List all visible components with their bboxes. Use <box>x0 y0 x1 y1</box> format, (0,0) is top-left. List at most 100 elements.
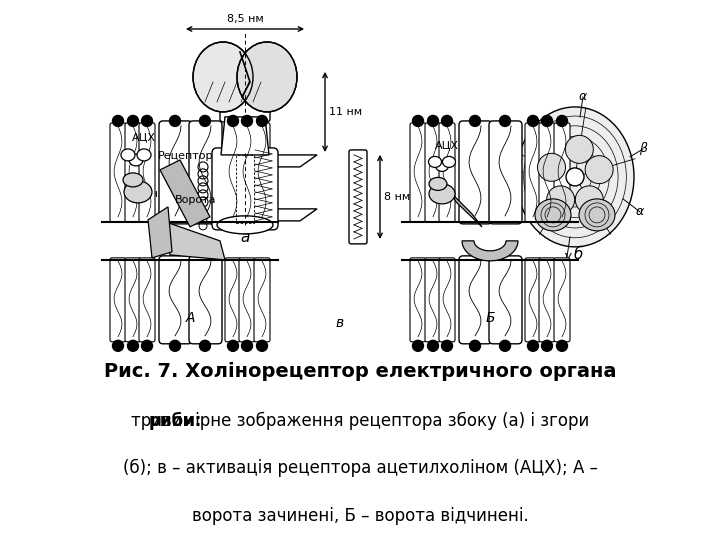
Ellipse shape <box>123 173 143 187</box>
Ellipse shape <box>538 153 565 181</box>
FancyBboxPatch shape <box>554 123 570 222</box>
Ellipse shape <box>217 216 273 234</box>
Ellipse shape <box>579 199 615 231</box>
Circle shape <box>428 340 438 352</box>
Circle shape <box>169 116 181 126</box>
FancyBboxPatch shape <box>139 258 155 342</box>
FancyBboxPatch shape <box>139 123 155 222</box>
Text: α: α <box>579 90 587 104</box>
Ellipse shape <box>121 149 135 161</box>
Ellipse shape <box>237 42 297 112</box>
Text: 8,5 нм: 8,5 нм <box>227 14 264 24</box>
Text: γ: γ <box>563 251 571 264</box>
Ellipse shape <box>193 42 253 112</box>
Ellipse shape <box>428 157 441 167</box>
Circle shape <box>127 340 138 352</box>
Circle shape <box>127 116 138 126</box>
Circle shape <box>469 116 480 126</box>
Text: δ: δ <box>503 163 510 176</box>
Text: б: б <box>573 247 582 262</box>
Polygon shape <box>173 155 317 167</box>
Circle shape <box>557 116 567 126</box>
FancyBboxPatch shape <box>254 258 270 342</box>
Circle shape <box>500 116 510 126</box>
FancyBboxPatch shape <box>349 150 367 244</box>
FancyBboxPatch shape <box>125 123 141 222</box>
Polygon shape <box>452 194 482 227</box>
Ellipse shape <box>129 154 143 166</box>
FancyBboxPatch shape <box>212 148 278 230</box>
Text: β: β <box>639 143 647 156</box>
FancyBboxPatch shape <box>439 123 455 222</box>
Circle shape <box>112 116 124 126</box>
Circle shape <box>142 116 153 126</box>
Text: Б: Б <box>485 311 495 325</box>
Circle shape <box>566 168 584 186</box>
Ellipse shape <box>575 186 603 214</box>
FancyBboxPatch shape <box>225 123 241 222</box>
Polygon shape <box>221 117 269 155</box>
Ellipse shape <box>443 157 456 167</box>
Polygon shape <box>462 241 518 261</box>
FancyBboxPatch shape <box>110 258 126 342</box>
Text: а: а <box>240 230 250 245</box>
Text: ворота зачинені, Б – ворота відчинені.: ворота зачинені, Б – ворота відчинені. <box>192 507 528 525</box>
Circle shape <box>441 116 452 126</box>
Ellipse shape <box>436 160 449 171</box>
FancyBboxPatch shape <box>254 123 270 222</box>
Circle shape <box>500 340 510 352</box>
Circle shape <box>469 340 480 352</box>
FancyBboxPatch shape <box>459 121 492 224</box>
Text: (б); в – активація рецептора ацетилхоліном (АЦХ); А –: (б); в – активація рецептора ацетилхолін… <box>122 459 598 477</box>
FancyBboxPatch shape <box>425 258 441 342</box>
Circle shape <box>199 116 210 126</box>
Polygon shape <box>160 160 210 227</box>
Ellipse shape <box>137 149 151 161</box>
FancyBboxPatch shape <box>220 66 270 122</box>
Text: 8 нм: 8 нм <box>384 192 410 202</box>
Circle shape <box>228 340 238 352</box>
Text: 11 нм: 11 нм <box>329 107 362 117</box>
FancyBboxPatch shape <box>539 123 555 222</box>
FancyBboxPatch shape <box>239 123 255 222</box>
FancyBboxPatch shape <box>159 256 192 344</box>
FancyBboxPatch shape <box>459 256 492 344</box>
FancyBboxPatch shape <box>239 258 255 342</box>
Circle shape <box>112 340 124 352</box>
Circle shape <box>441 340 452 352</box>
Circle shape <box>241 116 253 126</box>
FancyBboxPatch shape <box>439 258 455 342</box>
Text: АЦХ: АЦХ <box>435 140 459 150</box>
Ellipse shape <box>429 178 447 191</box>
Ellipse shape <box>124 181 152 203</box>
Circle shape <box>228 116 238 126</box>
FancyBboxPatch shape <box>489 256 522 344</box>
Text: Рецептор: Рецептор <box>158 151 214 161</box>
Text: α: α <box>636 205 644 218</box>
FancyBboxPatch shape <box>189 121 222 224</box>
Circle shape <box>199 340 210 352</box>
FancyBboxPatch shape <box>125 258 141 342</box>
Circle shape <box>142 340 153 352</box>
Text: тривимірне зображення рецептора збоку (а) і згори: тривимірне зображення рецептора збоку (а… <box>131 411 589 430</box>
Circle shape <box>428 116 438 126</box>
FancyBboxPatch shape <box>189 256 222 344</box>
Text: риби:: риби: <box>149 411 202 430</box>
Polygon shape <box>160 220 225 260</box>
FancyBboxPatch shape <box>425 123 441 222</box>
FancyBboxPatch shape <box>410 258 426 342</box>
Circle shape <box>557 340 567 352</box>
Text: в: в <box>336 316 344 330</box>
Circle shape <box>528 116 539 126</box>
Text: 4 нм: 4 нм <box>140 189 166 199</box>
FancyBboxPatch shape <box>554 258 570 342</box>
Polygon shape <box>173 209 317 221</box>
Polygon shape <box>148 207 172 258</box>
FancyBboxPatch shape <box>525 123 541 222</box>
Text: АЦХ: АЦХ <box>132 132 156 142</box>
Circle shape <box>256 340 268 352</box>
Circle shape <box>413 116 423 126</box>
Ellipse shape <box>565 136 593 163</box>
FancyBboxPatch shape <box>539 258 555 342</box>
Ellipse shape <box>546 186 575 214</box>
